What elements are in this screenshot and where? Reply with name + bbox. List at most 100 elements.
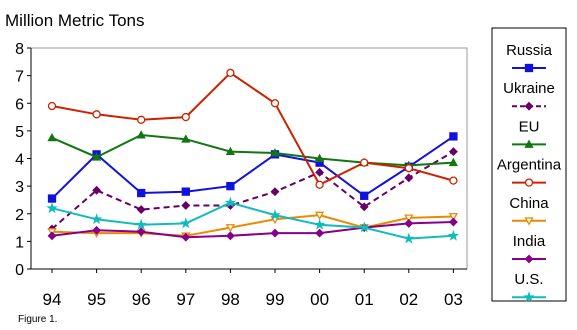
x-tick-label: 99 [266,290,285,309]
legend-item-argentina: Argentina [497,157,562,187]
data-point-u-s [135,218,147,230]
data-point-eu [225,146,236,156]
data-point-eu [136,130,146,139]
y-tick-label: 3 [15,179,24,196]
data-point-u-s [403,232,415,244]
series-line-china [51,214,454,237]
data-point-u-s [269,209,281,221]
x-tick-label: 97 [176,290,195,309]
x-axis: 94 95 96 97 98 99 00 01 02 03 [31,268,467,309]
series-argentina [47,68,458,189]
data-point-india [315,228,325,238]
series-line-russia [51,135,454,200]
x-tick-label: 94 [43,290,62,309]
series-eu [47,130,459,169]
data-point-argentina [449,176,458,185]
data-point-china [314,211,325,220]
x-tick-label: 00 [310,290,329,309]
data-point-argentina [92,110,101,119]
series-line-india [51,221,454,239]
y-tick-label: 7 [15,69,24,86]
data-point-eu [91,152,102,161]
data-point-u-s [90,213,103,225]
legend-label: Argentina [497,157,562,174]
legend-label: U.S. [514,271,543,288]
legend-item-ukraine: Ukraine [503,80,555,111]
data-point-india [136,227,146,237]
data-point-argentina [315,180,324,189]
series-line-argentina [51,71,454,187]
data-point-russia [47,194,57,203]
legend-swatch-marker [524,178,534,187]
legend-swatch-marker [524,63,534,73]
data-point-argentina [137,115,146,124]
data-point-eu [314,153,325,162]
series-line-ukraine [51,150,454,230]
data-point-argentina [181,112,190,122]
data-point-eu [270,148,280,157]
data-point-china [448,213,459,222]
data-point-u-s [46,202,58,214]
data-point-u-s [447,229,460,241]
x-tick-label: 03 [444,290,463,309]
legend: Russia Ukraine EU Argentina China India U.S. [497,42,562,303]
y-tick-label: 0 [15,262,24,279]
legend-label: China [509,195,549,212]
data-point-russia [137,188,146,198]
data-point-eu [181,134,191,143]
data-point-eu [448,157,459,167]
legend-item-india: India [512,233,546,264]
y-tick-label: 8 [15,41,24,58]
legend-label: EU [519,118,540,135]
legend-swatch-marker [524,101,534,111]
y-tick-label: 5 [15,124,24,141]
data-point-eu [47,132,57,142]
x-tick-label: 01 [355,290,374,309]
data-point-argentina [226,68,235,78]
data-point-u-s [180,217,192,229]
legend-item-china: China [509,195,549,226]
legend-swatch-marker [523,291,535,303]
data-point-india [92,225,102,235]
data-point-ukraine [181,201,191,210]
series-layer [46,68,460,244]
data-point-russia [181,187,190,196]
legend-item-eu: EU [512,118,546,148]
data-point-ukraine [359,202,369,212]
legend-swatch-marker [524,217,534,226]
data-point-india [448,217,458,227]
x-tick-label: 02 [399,290,418,309]
legend-item-russia: Russia [506,42,553,73]
legend-label: Russia [506,42,553,59]
x-tick-label: 98 [221,290,240,309]
y-tick-label: 6 [15,96,24,113]
data-point-india [404,218,414,228]
data-point-argentina [404,164,413,173]
data-point-u-s [224,196,237,208]
data-point-ukraine [404,173,414,183]
data-point-china [404,214,414,223]
series-ukraine [47,147,458,234]
series-u-s [46,196,460,244]
data-point-ukraine [136,205,146,215]
data-point-india [225,231,235,241]
legend-item-u-s: U.S. [512,271,546,303]
y-tick-label: 1 [15,234,24,251]
data-point-argentina [47,101,57,111]
data-point-ukraine [270,187,280,197]
data-point-u-s [313,218,326,230]
legend-swatch-marker [524,139,534,148]
data-point-india [270,228,280,238]
data-point-u-s [358,221,370,233]
data-point-india [181,232,191,242]
data-point-ukraine [315,167,325,177]
x-tick-label: 96 [132,290,151,309]
chart-title: Million Metric Tons [5,11,145,30]
x-tick-label: 95 [87,290,106,309]
data-point-india [47,231,57,241]
data-point-ukraine [448,147,458,157]
legend-label: India [513,233,546,250]
legend-label: Ukraine [503,80,555,97]
series-line-eu [51,133,454,167]
